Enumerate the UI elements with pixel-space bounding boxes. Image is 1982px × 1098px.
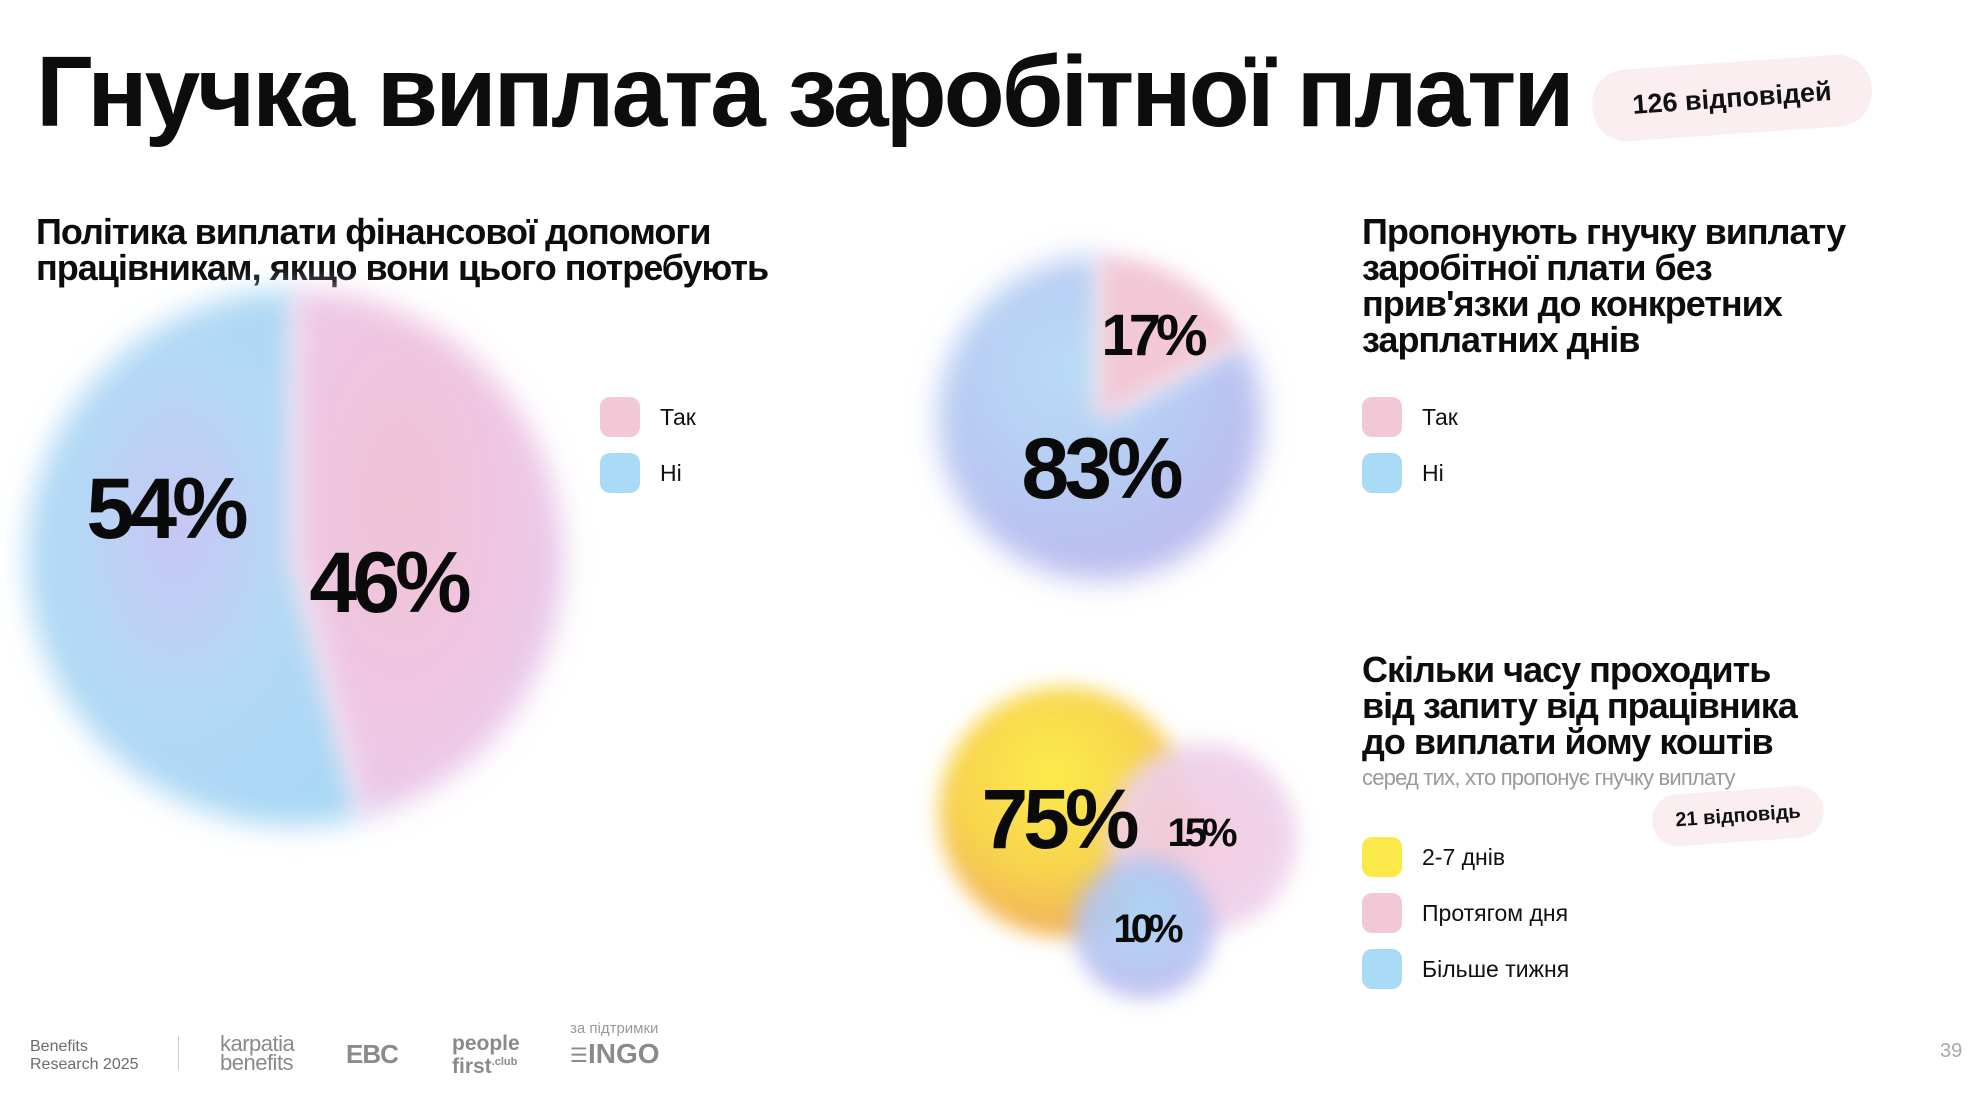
people-first-logo: people first.club — [452, 1032, 520, 1078]
chart-1-title-line: Політика виплати фінансової допомоги — [36, 211, 711, 252]
chart-2-title-line: Пропонують гнучку виплату — [1362, 211, 1846, 252]
footer-brand-line: Benefits — [30, 1038, 88, 1055]
legend-swatch-pink — [600, 397, 640, 437]
chart-1-title: Політика виплати фінансової допомоги пра… — [36, 211, 769, 288]
chart-2-legend: Так Ні — [1362, 396, 1458, 508]
pie-slice-no — [26, 290, 362, 826]
chart-3-bubbles: 75% 15% 10% — [939, 687, 1298, 999]
support-label: за підтримки — [570, 1020, 659, 1037]
chart-3-title: Скільки часу проходить від запиту від пр… — [1362, 649, 1798, 762]
legend-swatch-pink — [1362, 397, 1402, 437]
legend-label: Ні — [660, 459, 682, 486]
bubble-label-over-week: 10% — [1113, 907, 1182, 951]
chart-2-title: Пропонують гнучку виплату заробітної пла… — [1362, 211, 1846, 360]
logo-line: first.club — [452, 1053, 520, 1078]
legend-label: Так — [1422, 403, 1458, 430]
chart-1-pie: 54% 46% — [26, 290, 563, 826]
pie-label-no: 83% — [1021, 421, 1182, 517]
logo-text: first — [452, 1055, 492, 1078]
chart-1-title-line: працівникам, якщо вони цього потребують — [36, 247, 769, 288]
legend-label: Протягом дня — [1422, 899, 1569, 926]
legend-swatch-yellow — [1362, 837, 1402, 877]
page-number: 39 — [1940, 1040, 1963, 1062]
page-title: Гнучка виплата заробітної плати — [36, 36, 1575, 148]
legend-label: 2-7 днів — [1422, 843, 1506, 870]
legend-swatch-blue — [600, 453, 640, 493]
logo-text: INGO — [587, 1038, 660, 1069]
pie-label-no: 54% — [86, 461, 247, 557]
chart-2-title-line: заробітної плати без — [1362, 247, 1713, 288]
chart-3-title-line: Скільки часу проходить — [1362, 649, 1771, 690]
chart-3-subtitle: серед тих, хто пропонує гнучку виплату — [1362, 765, 1736, 790]
chart-2-title-line: зарплатних днів — [1362, 319, 1640, 360]
legend-item-no: Ні — [1362, 452, 1458, 494]
ebc-logo: EBC — [346, 1039, 399, 1069]
legend-item-yes: Так — [1362, 396, 1458, 438]
chart-2-title-line: прив'язки до конкретних — [1362, 283, 1783, 324]
logo-sup: .club — [491, 1056, 518, 1068]
chart-3-legend: 2-7 днів Протягом дня Більше тижня — [1362, 836, 1569, 1004]
legend-swatch-blue — [1362, 453, 1402, 493]
chart-2-pie: 17% 83% — [937, 256, 1262, 580]
logo-line: karpatia — [220, 1031, 295, 1056]
legend-swatch-blue — [1362, 949, 1402, 989]
ingo-logo: ☰INGO — [570, 1038, 660, 1070]
footer-brand-line: Research 2025 — [30, 1056, 139, 1073]
footer-divider — [178, 1036, 179, 1070]
chart-1-legend: Так Ні — [600, 396, 696, 508]
bubble-label-within-day: 15% — [1167, 811, 1236, 855]
chart-3-title-line: від запиту від працівника — [1362, 685, 1798, 726]
legend-item-yes: Так — [600, 396, 696, 438]
legend-item-within-day: Протягом дня — [1362, 892, 1569, 934]
pie-slice-yes — [1100, 256, 1242, 418]
footer-brand: Benefits Research 2025 — [30, 1038, 139, 1074]
ingo-stripes-icon: ☰ — [570, 1045, 588, 1068]
legend-label: Ні — [1422, 459, 1444, 486]
legend-label: Більше тижня — [1422, 955, 1570, 982]
legend-swatch-pink — [1362, 893, 1402, 933]
pie-label-yes: 46% — [309, 535, 470, 631]
pie-slice-yes — [295, 290, 563, 818]
logo-line: benefits — [220, 1050, 294, 1075]
legend-item-no: Ні — [600, 452, 696, 494]
karpatia-benefits-logo: karpatia benefits — [220, 1031, 295, 1075]
legend-item-2-7-days: 2-7 днів — [1362, 836, 1569, 878]
logo-line: people — [452, 1032, 520, 1055]
pie-label-yes: 17% — [1101, 303, 1207, 368]
bubble-label-2-7-days: 75% — [981, 772, 1137, 866]
legend-item-over-week: Більше тижня — [1362, 948, 1569, 990]
chart-3-title-line: до виплати йому коштів — [1362, 721, 1774, 762]
legend-label: Так — [660, 403, 696, 430]
bubble-over-week — [1073, 857, 1215, 999]
